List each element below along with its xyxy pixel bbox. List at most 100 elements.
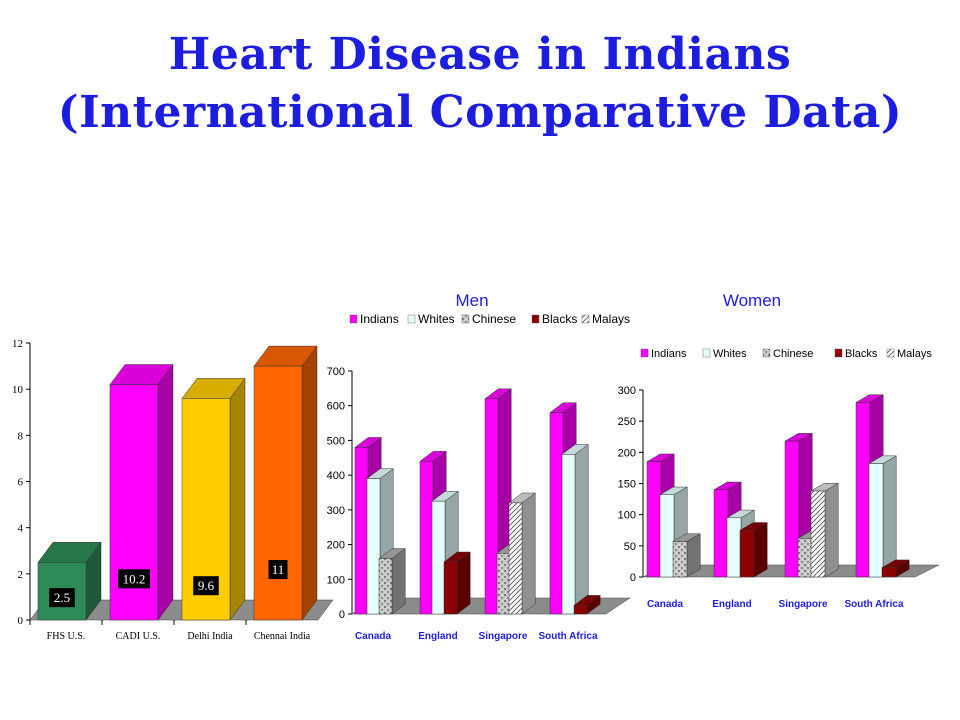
legend-label-blacks: Blacks (845, 348, 878, 360)
y-tick-label: 0 (630, 572, 636, 584)
y-tick-label: 0 (339, 609, 345, 621)
chart-title: Women (723, 291, 781, 310)
bar-1 (37, 541, 102, 621)
bar-south-africa-whites (868, 455, 898, 578)
bar-south-africa-whites-side (882, 455, 897, 578)
bar-singapore-indians-front (784, 440, 800, 578)
bar-south-africa-blacks (881, 559, 911, 578)
bar-canada-whites-front (659, 494, 675, 578)
bar-3 (181, 377, 246, 621)
y-tick-label: 6 (18, 477, 24, 489)
bar-canada-chinese (672, 533, 702, 578)
legend-swatch-malays (886, 348, 895, 358)
data-label: 10.2 (123, 571, 146, 586)
bar-singapore-chinese-front (496, 553, 511, 615)
bar-england-blacks-front (443, 561, 458, 615)
bar-3-side (229, 377, 246, 621)
bar-south-africa-blacks (573, 594, 601, 615)
bar-england-indians-front (713, 489, 729, 578)
legend-swatch-blacks (531, 314, 540, 324)
x-tick-label: Singapore (479, 631, 528, 642)
legend-swatch-blacks (834, 348, 843, 358)
bar-singapore-malays (810, 482, 840, 578)
data-label-bg (193, 576, 219, 596)
y-tick-label: 100 (618, 510, 636, 522)
x-tick-label: Canada (647, 599, 684, 610)
data-label-bg (49, 588, 75, 608)
y-tick-label: 600 (327, 401, 345, 413)
bar-england-blacks-side (456, 551, 471, 615)
legend-swatch-malays (581, 314, 590, 324)
bar-south-africa-indians-front (855, 402, 871, 578)
bar-canada-chinese-front (378, 558, 393, 615)
y-tick-label: 100 (327, 574, 345, 586)
y-tick-label: 150 (618, 479, 636, 491)
data-label: 11 (272, 562, 285, 577)
bar-south-africa-whites (561, 443, 589, 615)
legend-label-whites: Whites (713, 348, 747, 360)
y-tick-label: 4 (18, 523, 24, 535)
x-tick-label: Delhi India (187, 631, 233, 642)
bar-england-blacks-side (753, 522, 768, 578)
bar-singapore-chinese-front (797, 538, 813, 578)
bar-canada-indians-front (646, 461, 662, 578)
bar-south-africa-indians (855, 394, 885, 578)
data-label-bg (118, 569, 150, 589)
bar-singapore-malays-front (508, 502, 523, 615)
y-tick-label: 250 (618, 416, 636, 428)
bar-singapore-malays (508, 492, 536, 615)
y-tick-label: 300 (327, 505, 345, 517)
bar-singapore-malays-side (824, 482, 839, 578)
x-tick-label: South Africa (844, 599, 904, 610)
legend-label-indians: Indians (360, 312, 399, 326)
chart-men: Men Indians Whites Chinese Blacks Malays 0 100 2… (327, 291, 631, 642)
bar-canada-chinese (378, 548, 406, 615)
legend-label-indians: Indians (651, 348, 687, 360)
chart-risk-prevalence: 0 2 4 6 8 10 12 2.5 FHS U.S. 10.2 CADI U.S. 9.6 Delh… (12, 338, 334, 642)
bar-england-blacks-front (739, 530, 755, 578)
bar-england-whites-front (431, 500, 446, 615)
bar-4-side (301, 345, 318, 621)
x-tick-label: England (418, 631, 457, 642)
y-tick-label: 8 (18, 430, 24, 442)
bar-4-front (253, 365, 303, 621)
page-title: Heart Disease in Indians (International … (0, 26, 960, 142)
legend-swatch-chinese (461, 314, 470, 324)
bar-2-side (157, 363, 174, 621)
bar-england-blacks (739, 522, 769, 578)
legend-swatch-chinese (762, 348, 771, 358)
legend-label-whites: Whites (418, 312, 455, 326)
bar-singapore-indians-front (484, 398, 499, 615)
legend-label-chinese: Chinese (472, 312, 516, 326)
bar-canada-chinese-side (391, 548, 406, 615)
x-tick-label: England (712, 599, 751, 610)
chart-title: Men (455, 291, 488, 310)
legend-swatch-indians (640, 348, 649, 358)
x-tick-label: FHS U.S. (47, 631, 86, 642)
y-tick-label: 200 (327, 540, 345, 552)
legend-label-malays: Malays (592, 312, 630, 326)
y-tick-label: 10 (12, 384, 24, 396)
bar-south-africa-whites-side (574, 443, 589, 615)
bar-south-africa-whites-front (868, 463, 884, 578)
y-tick-label: 700 (327, 366, 345, 378)
x-tick-label: Chennai India (254, 631, 311, 642)
y-tick-label: 50 (624, 541, 636, 553)
legend-swatch-whites (407, 314, 416, 324)
title-line-1: Heart Disease in Indians (168, 29, 792, 80)
bar-south-africa-blacks-front (881, 567, 897, 578)
y-tick-label: 12 (12, 338, 23, 350)
y-tick-label: 500 (327, 435, 345, 447)
legend-label-blacks: Blacks (542, 312, 577, 326)
x-tick-label: CADI U.S. (116, 631, 161, 642)
data-label: 9.6 (198, 578, 215, 593)
y-tick-label: 400 (327, 470, 345, 482)
bar-canada-indians-front (354, 447, 369, 615)
bar-south-africa-indians-front (549, 412, 564, 615)
legend-swatch-indians (349, 314, 358, 324)
x-tick-label: South Africa (538, 631, 598, 642)
bar-england-blacks (443, 551, 471, 615)
legend-swatch-whites (702, 348, 711, 358)
bar-singapore-malays-side (521, 492, 536, 615)
